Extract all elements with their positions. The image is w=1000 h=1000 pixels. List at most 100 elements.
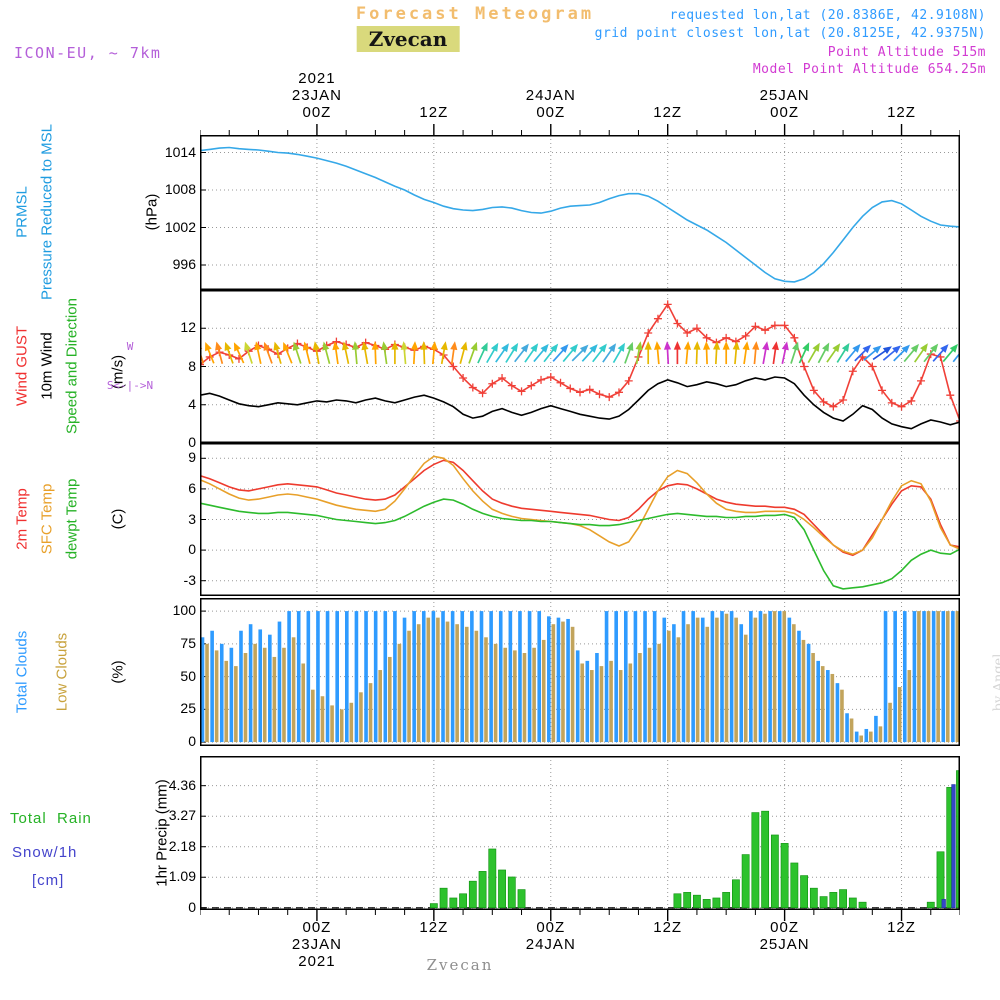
rain-bar: [790, 862, 799, 909]
cloud-bar: [277, 621, 282, 743]
wind-arrow: [495, 343, 509, 363]
wind-arrow: [352, 341, 360, 365]
bottom-axis-time-label: 00Z: [770, 919, 800, 936]
wind-arrow: [562, 343, 579, 363]
cloud-bar: [253, 643, 257, 743]
wind-arrow: [798, 342, 810, 364]
cloud-bar: [826, 670, 830, 743]
cloud-bar: [580, 663, 585, 743]
rain-bar: [439, 887, 448, 909]
y-tick-label: 100: [172, 602, 196, 619]
pressure-chart: [200, 135, 960, 290]
cloud-bar: [691, 611, 695, 743]
cloud-bar: [955, 611, 960, 743]
wind-arrow: [263, 341, 273, 364]
rain-bar: [780, 843, 789, 909]
cloud-bar: [623, 611, 628, 743]
wind-arrow: [524, 343, 539, 363]
wind-arrow: [817, 342, 830, 364]
cloud-bar: [214, 650, 219, 743]
cloud-bar: [570, 626, 575, 743]
top-axis-date-label: 24JAN: [525, 87, 576, 104]
cloud-bar: [547, 616, 551, 743]
cloud-bar: [763, 613, 767, 743]
cloud-bar: [412, 611, 416, 743]
bottom-axis-ticks: [200, 910, 960, 921]
y-tick-label: 75: [180, 634, 196, 651]
cloud-bar: [883, 611, 888, 743]
bottom-axis-date-label: 24JAN: [525, 936, 576, 953]
rain-bar: [800, 875, 809, 909]
top-axis-ticks: [200, 124, 960, 135]
cloud-bar: [335, 611, 339, 743]
cloud-bar: [700, 617, 705, 743]
cloud-bar: [378, 670, 382, 743]
cloud-bar: [210, 630, 214, 743]
cloud-bar: [840, 689, 844, 743]
cloud-bar: [339, 709, 344, 743]
cloud-bar: [368, 683, 373, 743]
cloud-bar: [387, 656, 392, 743]
cloud-bar: [633, 611, 638, 743]
clouds-chart: [200, 598, 960, 746]
wind-arrow: [702, 341, 711, 365]
cloud-bar: [849, 718, 854, 743]
rain-bar: [429, 903, 438, 909]
cloud-bar: [590, 670, 594, 743]
cloud-bar: [743, 634, 748, 743]
snow-unit-label: [cm]: [32, 872, 65, 889]
wind-arrow: [863, 345, 882, 361]
top-axis-date-label: 25JAN: [759, 87, 810, 104]
wind-arrow: [592, 343, 607, 363]
y-tick-label: 12: [180, 319, 196, 336]
cloud-bar: [532, 647, 536, 743]
cloud-bar: [585, 660, 590, 743]
wind-arrow: [644, 341, 652, 365]
rain-bar: [722, 892, 731, 909]
cloud-bar: [768, 611, 772, 743]
wind-arrow: [635, 341, 643, 365]
wind-arrow: [790, 341, 799, 364]
cloud-bar: [893, 611, 897, 743]
top-axis-date-label: 23JAN: [291, 87, 342, 104]
y-tick-label: -3: [183, 571, 196, 588]
cloud-bar: [801, 639, 806, 743]
cloud-bar: [479, 611, 484, 743]
wind-arrow: [742, 341, 750, 365]
cloud-bar: [205, 643, 209, 743]
panel-border: [200, 598, 960, 746]
cloud-bar: [662, 617, 667, 743]
rain-bar: [829, 892, 838, 909]
cloud-bar: [604, 611, 609, 743]
y-tick-label: 4.36: [168, 776, 196, 793]
wind-arrow: [533, 343, 549, 363]
cloud-bar: [941, 611, 946, 743]
cloud-bar: [291, 637, 296, 743]
series-line: [200, 498, 960, 590]
cloud-bar: [200, 637, 205, 743]
wind-arrow: [420, 341, 428, 365]
cloud-bar: [753, 617, 758, 743]
cloud-bar: [595, 653, 599, 743]
wind-arrow: [845, 343, 861, 363]
cloud-bar: [734, 617, 738, 743]
cloud-bar: [393, 611, 397, 743]
wind-arrow: [602, 343, 617, 363]
cloud-bar: [445, 621, 450, 743]
bottom-axis-date-label: 25JAN: [759, 936, 810, 953]
wind-arrow: [205, 341, 215, 364]
rain-label: Total Rain: [10, 810, 92, 827]
cloud-bar: [614, 611, 618, 743]
cloud-bar: [402, 617, 407, 743]
rain-bar: [751, 812, 760, 909]
cloud-bar: [749, 611, 753, 743]
cloud-bar: [498, 611, 503, 743]
cloud-bar: [715, 617, 719, 743]
rain-bar: [673, 893, 682, 909]
cloud-bar: [431, 611, 436, 743]
cloud-bar: [460, 611, 465, 743]
cloud-bar: [301, 663, 306, 743]
wind-arrow: [722, 341, 730, 365]
wind-arrow: [913, 343, 928, 363]
cloud-bar: [666, 630, 671, 743]
